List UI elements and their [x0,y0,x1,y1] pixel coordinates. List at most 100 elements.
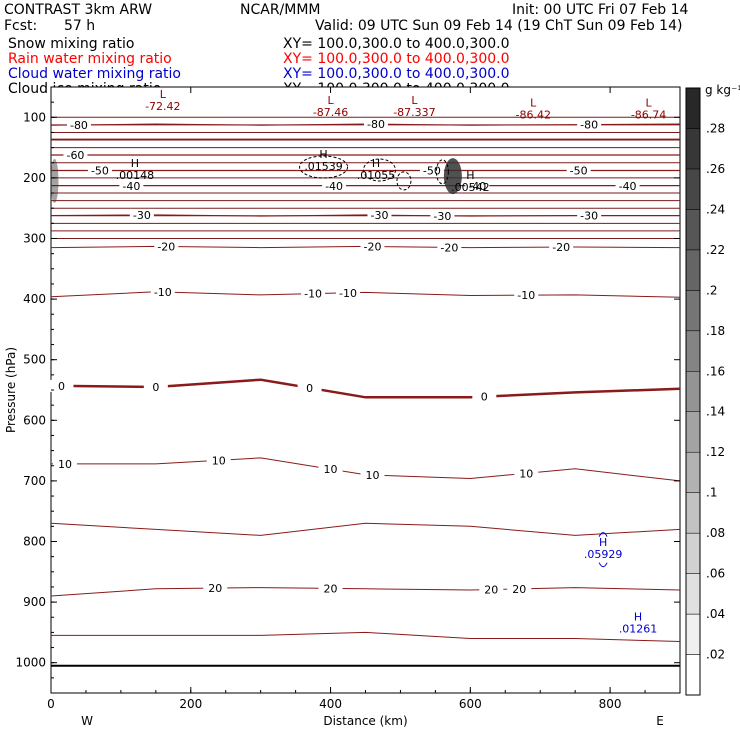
fcst-label: Fcst: [4,18,38,34]
extremum-marker: H [599,536,607,549]
isotherm-label: 10 [324,463,338,476]
isotherm-label: -30 [370,209,388,222]
legend-label: Rain water mixing ratio [8,51,172,67]
isotherm-label: -30 [580,209,598,222]
y-tick-label: 100 [23,110,46,124]
y-tick-label: 1000 [15,656,46,670]
isotherm-label: 0 [58,380,65,393]
isotherm-label-bg [465,179,490,192]
isotherm-label-bg [479,583,504,596]
isotherm-label: -40 [468,180,486,193]
extremum-value: -86.74 [631,108,666,121]
isotherm-label: -30 [433,210,451,223]
legend-label: Snow mixing ratio [8,36,135,52]
x-axis-title: Distance (km) [323,714,407,728]
isotherm-label: -50 [423,165,441,178]
isotherm-label: 0 [481,391,488,404]
isotherm-label: -50 [91,165,109,178]
cloud-shading [50,158,59,203]
y-tick-label: 700 [23,474,46,488]
colorbar-tick-label: .24 [706,202,725,216]
x-tick-label: 200 [179,697,202,711]
legend-xy: XY= 100.0,300.0 to 400.0,300.0 [283,36,510,52]
colorbar-tick-label: .26 [706,162,725,176]
extremum-marker: H [634,610,642,623]
isotherm-label-bg [472,390,497,403]
colorbar-tick-label: .02 [706,648,725,662]
isotherm-label: -20 [440,241,458,254]
extremum-value: -87.46 [313,106,348,119]
colorbar-cell [685,168,701,210]
colorbar-cell [685,573,701,615]
fcst-value: 57 h [64,18,96,34]
isotherm-label: 20 [208,582,222,595]
title-center: NCAR/MMM [240,2,321,18]
extremum-value: -87.337 [393,106,435,119]
colorbar-cell [685,371,701,412]
y-tick-label: 400 [23,292,46,306]
y-axis-title: Pressure (hPa) [4,347,18,433]
y-tick-label: 800 [23,535,46,549]
colorbar-unit: g kg⁻¹ [705,83,740,97]
cloud-water-contour [598,532,608,537]
isotherm-label-bg [577,209,602,222]
isotherm--30 [50,214,680,217]
isotherm-label-bg [203,582,228,595]
x-tick-label: 800 [599,697,622,711]
cloud-ice-contour [299,155,349,179]
isotherm-label: 0 [152,381,159,394]
colorbar-cell [685,330,701,372]
x-tick-label: 600 [459,697,482,711]
isotherm-label: 10 [58,458,72,471]
title-left: CONTRAST 3km ARW [4,2,153,18]
x-end-label-west: W [81,714,93,728]
isotherm-label-bg [150,286,175,299]
isotherm-label-bg [419,164,444,177]
colorbar-cell [685,128,701,170]
isotherm-label-bg [367,209,392,222]
isotherm-label-bg [566,164,591,177]
isotherm-label-bg [437,241,462,254]
isotherm-label-bg [318,463,343,476]
isotherm-label: -50 [570,165,588,178]
x-tick-label: 0 [47,697,55,711]
isotherm-label: -80 [580,118,598,131]
isotherm-label: 0 [306,382,313,395]
isotherm-label-bg [206,454,231,467]
extremum-marker: H [372,157,380,170]
extremum-value: -86.42 [515,108,550,121]
extremum-marker: H [131,157,139,170]
legend-xy: XY= 100.0,300.0 to 400.0,300.0 [283,51,510,67]
colorbar-tick-label: .2 [706,283,717,297]
colorbar-cell [685,411,701,453]
isotherm-label-bg [318,582,343,595]
isotherm-label: 20 [512,583,526,596]
legend-xy: XY= 100.0,300.0 to 400.0,300.0 [283,66,510,82]
isotherm-label-bg [66,118,91,131]
isotherm-label-bg [63,148,88,161]
isotherm-lower [50,522,681,536]
colorbar-cell [685,532,701,574]
extremum-value: -72.42 [145,100,180,113]
extremum-value: .01055 [357,169,396,182]
isotherm-20 [50,587,681,597]
x-end-label-east: E [656,714,664,728]
extremum-value: .00542 [451,181,490,194]
isotherm-label: -10 [304,288,322,301]
colorbar-cell [685,249,701,291]
colorbar-tick-label: .28 [706,121,725,135]
cloud-ice-contour [396,171,412,191]
isotherm-label-bg [549,241,574,254]
colorbar-tick-label: .1 [706,486,717,500]
y-tick-label: 600 [23,413,46,427]
extremum-marker: L [530,96,537,109]
extremum-marker: L [160,88,167,101]
extremum-marker: L [411,94,418,107]
isotherm-label-bg [336,286,361,299]
isotherm-label: -40 [619,180,637,193]
colorbar-tick-label: .12 [706,445,725,459]
colorbar-cell [685,654,701,696]
isotherm-label: -20 [157,240,175,253]
isotherm-label: -10 [154,286,172,299]
